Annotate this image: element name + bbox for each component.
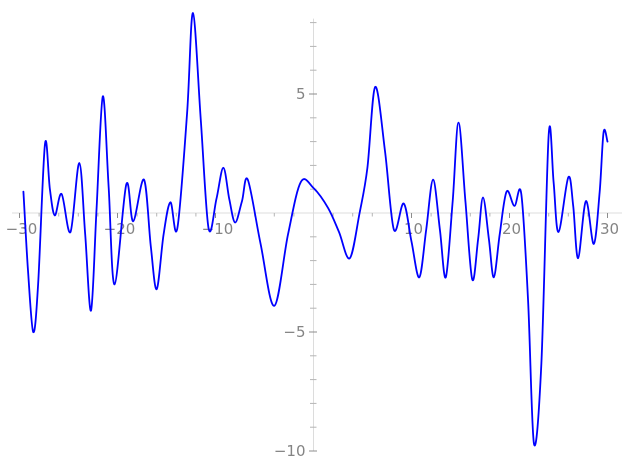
x-tick-label: −30	[6, 220, 38, 238]
y-tick-label: −5	[283, 323, 305, 341]
x-tick-label: 10	[404, 220, 423, 238]
y-tick-label: −10	[274, 442, 306, 460]
x-tick-label: 20	[502, 220, 521, 238]
curve-path	[22, 12, 609, 447]
x-tick-label: 30	[600, 220, 619, 238]
y-tick-label: 5	[296, 85, 306, 103]
x-tick-label: −10	[202, 220, 234, 238]
x-tick-label: −20	[104, 220, 136, 238]
